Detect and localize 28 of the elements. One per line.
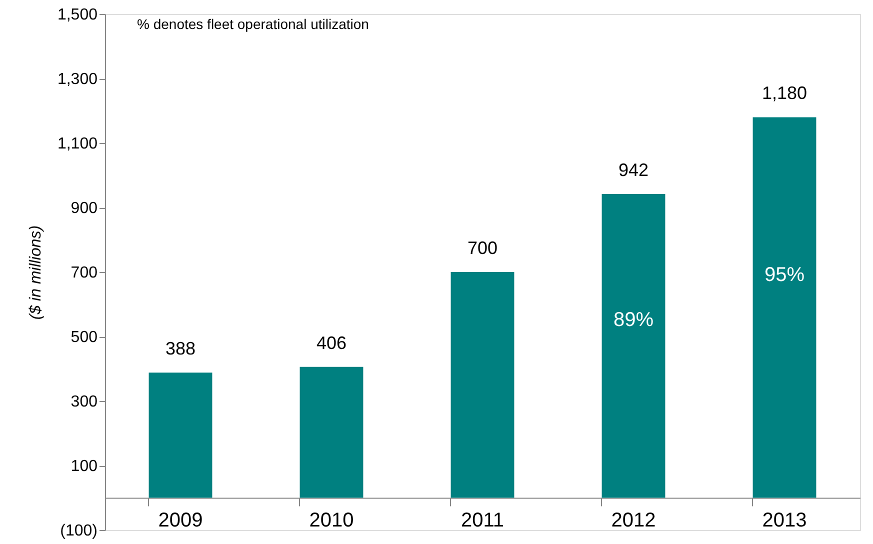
y-tick-label: 700 [70,264,98,282]
y-axis-title: ($ in millions) [27,225,44,320]
x-tick-label: 2009 [158,509,203,532]
x-tick-label: 2012 [611,509,656,532]
y-tick-label: 1,500 [57,6,98,24]
bar [602,194,666,498]
y-tick-label: 900 [70,200,98,217]
y-tick-label: 1,300 [57,71,98,88]
annotation: % denotes fleet operational utilization [137,16,369,32]
data-label: 406 [316,332,347,353]
y-tick-label: 100 [70,458,98,475]
annotation: 89% [613,309,654,332]
x-tick-label: 2013 [762,509,807,532]
y-tick-label: 500 [70,329,98,346]
bar [300,366,364,498]
y-tick-label: (100) [60,522,98,540]
annotation: 95% [764,264,805,286]
x-tick-label: 2010 [309,509,354,532]
data-label: 1,180 [762,83,808,104]
data-label: 700 [467,238,498,258]
bar [752,117,816,498]
data-label: 388 [165,338,196,359]
y-tick-label: 300 [70,394,98,410]
data-label: 942 [618,160,649,180]
bar [148,372,212,498]
x-tick-label: 2011 [460,509,504,532]
y-tick-label: 1,100 [57,136,98,152]
bar [450,272,514,498]
